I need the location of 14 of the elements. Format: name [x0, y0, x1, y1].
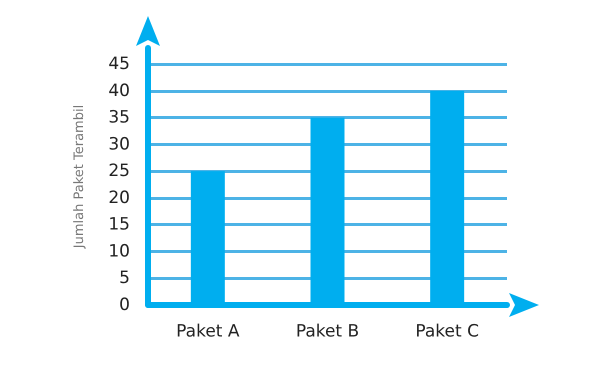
y-tick-label: 15	[108, 214, 130, 235]
y-tick-label: 30	[108, 134, 130, 154]
y-tick-label: 10	[108, 241, 130, 262]
y-tick-label: 45	[108, 54, 130, 74]
x-tick-label: Paket B	[296, 322, 360, 342]
x-tick-label: Paket A	[176, 322, 240, 342]
y-tick-label: 5	[119, 268, 130, 288]
x-tick-label: Paket C	[415, 322, 479, 342]
y-tick-label: 25	[108, 161, 130, 182]
y-tick-label: 40	[108, 80, 130, 101]
y-tick-label: 0	[119, 295, 130, 315]
y-axis-title: Jumlah Paket Terambil	[72, 104, 87, 250]
y-tick-label: 35	[108, 108, 130, 128]
y-tick-label: 20	[108, 188, 130, 208]
